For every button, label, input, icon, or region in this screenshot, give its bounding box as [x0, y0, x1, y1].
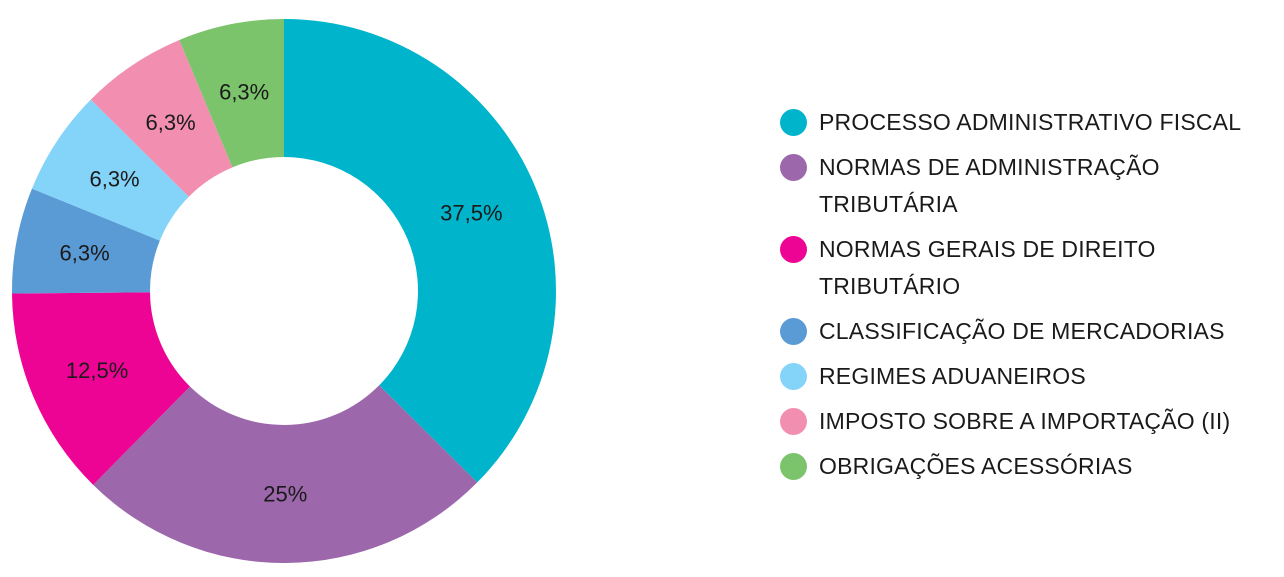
legend-item: CLASSIFICAÇÃO DE MERCADORIAS — [780, 313, 1280, 350]
legend-item: NORMAS GERAIS DE DIREITO TRIBUTÁRIO — [780, 231, 1280, 305]
donut-slice — [12, 188, 160, 294]
legend-swatch — [780, 154, 807, 181]
donut-slice — [31, 99, 189, 241]
chart-legend: PROCESSO ADMINISTRATIVO FISCAL NORMAS DE … — [780, 104, 1280, 493]
legend-item: PROCESSO ADMINISTRATIVO FISCAL — [780, 104, 1280, 141]
slice-value-label: 25% — [263, 481, 307, 506]
legend-swatch — [780, 363, 807, 390]
slice-value-label: 6,3% — [219, 79, 269, 104]
legend-label: IMPOSTO SOBRE A IMPORTAÇÃO (II) — [819, 408, 1231, 434]
legend-label: REGIMES ADUANEIROS — [819, 363, 1086, 389]
legend-item: REGIMES ADUANEIROS — [780, 358, 1280, 395]
legend-label: CLASSIFICAÇÃO DE MERCADORIAS — [819, 318, 1225, 344]
legend-swatch — [780, 408, 807, 435]
donut-slice — [90, 39, 233, 197]
donut-slice — [179, 19, 284, 168]
donut-slice — [93, 385, 478, 563]
slice-value-label: 12,5% — [66, 358, 128, 383]
legend-item: NORMAS DE ADMINISTRAÇÃO TRIBUTÁRIA — [780, 149, 1280, 223]
donut-slice — [12, 292, 190, 485]
legend-label: NORMAS GERAIS DE DIREITO TRIBUTÁRIO — [819, 236, 1156, 299]
slice-value-label: 37,5% — [440, 200, 502, 225]
donut-slice — [284, 19, 556, 483]
donut-slices — [12, 19, 556, 563]
donut-chart: 37,5% 25% 12,5% 6,3% 6,3% 6,3% 6,3% — [12, 19, 556, 563]
legend-item: IMPOSTO SOBRE A IMPORTAÇÃO (II) — [780, 403, 1280, 440]
legend-label: PROCESSO ADMINISTRATIVO FISCAL — [819, 109, 1242, 135]
slice-value-label: 6,3% — [60, 241, 110, 266]
legend-swatch — [780, 236, 807, 263]
legend-label: NORMAS DE ADMINISTRAÇÃO TRIBUTÁRIA — [819, 154, 1160, 217]
slice-labels: 37,5% 25% 12,5% 6,3% 6,3% 6,3% 6,3% — [60, 79, 503, 506]
slice-value-label: 6,3% — [89, 167, 139, 192]
legend-swatch — [780, 318, 807, 345]
slice-value-label: 6,3% — [146, 110, 196, 135]
legend-swatch — [780, 109, 807, 136]
legend-label: OBRIGAÇÕES ACESSÓRIAS — [819, 453, 1133, 479]
legend-item: OBRIGAÇÕES ACESSÓRIAS — [780, 448, 1280, 485]
legend-swatch — [780, 453, 807, 480]
